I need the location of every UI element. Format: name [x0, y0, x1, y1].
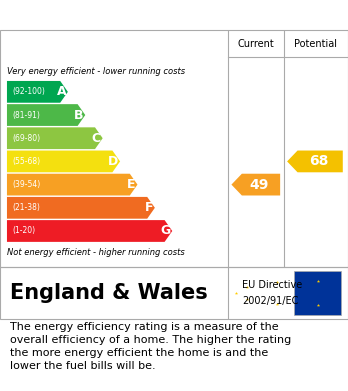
Text: (81-91): (81-91)	[12, 111, 40, 120]
Polygon shape	[231, 174, 280, 196]
Text: (39-54): (39-54)	[12, 180, 40, 189]
Text: (21-38): (21-38)	[12, 203, 40, 212]
Text: 2002/91/EC: 2002/91/EC	[242, 296, 298, 306]
Text: A: A	[56, 85, 66, 99]
Polygon shape	[7, 104, 85, 126]
Text: EU Directive: EU Directive	[242, 280, 302, 290]
Text: England & Wales: England & Wales	[10, 283, 208, 303]
Text: Very energy efficient - lower running costs: Very energy efficient - lower running co…	[7, 67, 185, 76]
Text: Not energy efficient - higher running costs: Not energy efficient - higher running co…	[7, 248, 185, 257]
Polygon shape	[287, 151, 343, 172]
Text: Current: Current	[237, 39, 274, 48]
Text: D: D	[108, 155, 118, 168]
Polygon shape	[7, 197, 155, 219]
Bar	[294, 271, 341, 315]
Text: (55-68): (55-68)	[12, 157, 40, 166]
Polygon shape	[7, 151, 120, 172]
Polygon shape	[7, 174, 137, 196]
Text: (92-100): (92-100)	[12, 87, 45, 96]
Polygon shape	[7, 220, 172, 242]
Text: 49: 49	[250, 178, 269, 192]
Polygon shape	[7, 127, 103, 149]
Text: G: G	[160, 224, 171, 237]
Text: F: F	[145, 201, 153, 214]
Text: (69-80): (69-80)	[12, 134, 40, 143]
Text: Energy Efficiency Rating: Energy Efficiency Rating	[10, 7, 232, 23]
Text: (1-20): (1-20)	[12, 226, 35, 235]
Text: 68: 68	[310, 154, 329, 169]
Text: The energy efficiency rating is a measure of the
overall efficiency of a home. T: The energy efficiency rating is a measur…	[10, 322, 292, 371]
Text: E: E	[127, 178, 136, 191]
Text: B: B	[74, 109, 84, 122]
Polygon shape	[7, 81, 68, 103]
Text: Potential: Potential	[294, 39, 337, 48]
Text: C: C	[92, 132, 101, 145]
